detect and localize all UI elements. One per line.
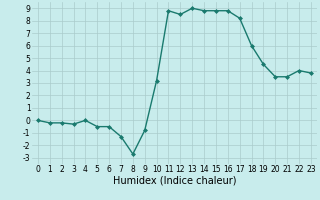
X-axis label: Humidex (Indice chaleur): Humidex (Indice chaleur)	[113, 176, 236, 186]
